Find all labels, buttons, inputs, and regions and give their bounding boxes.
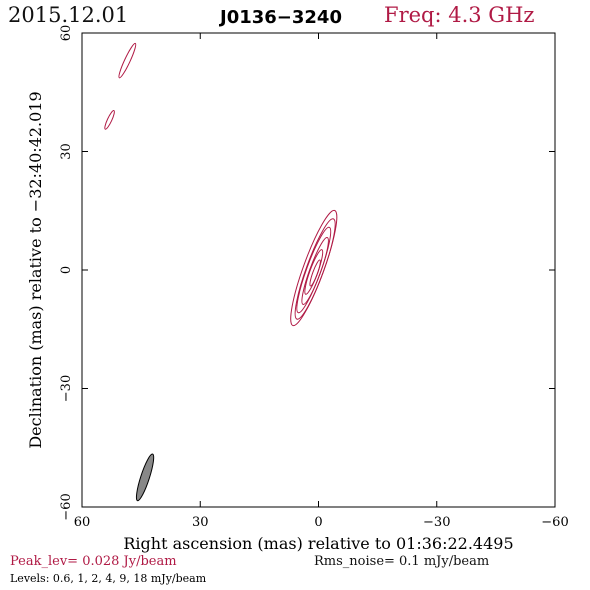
y-tick-label: 0 xyxy=(59,266,74,274)
y-tick-label: −60 xyxy=(59,493,74,520)
core-contour xyxy=(309,259,321,287)
frequency-label: Freq: 4.3 GHz xyxy=(384,3,535,27)
axis-tick-labels: 60 30 0 −30 −60 −60 −30 0 30 60 xyxy=(59,25,569,530)
axis-ticks xyxy=(81,32,556,508)
beam-group xyxy=(135,453,155,502)
core-contour xyxy=(301,237,329,305)
peak-level: Peak_lev= 0.028 Jy/beam xyxy=(10,554,177,569)
contour-levels: Levels: 0.6, 1, 2, 4, 9, 18 mJy/beam xyxy=(10,572,207,585)
y-tick-label: −30 xyxy=(59,375,74,402)
x-tick-label: 60 xyxy=(74,515,91,530)
x-tick-label: 30 xyxy=(192,515,209,530)
observation-date: 2015.12.01 xyxy=(8,3,129,27)
contour-group xyxy=(104,42,338,327)
beam-ellipse xyxy=(135,453,155,502)
source-name: J0136−3240 xyxy=(220,7,342,28)
core-contour xyxy=(294,218,336,320)
y-tick-label: 30 xyxy=(59,143,74,160)
x-tick-label: −60 xyxy=(541,515,568,530)
y-tick-label: 60 xyxy=(59,25,74,42)
outer-contour xyxy=(118,42,137,79)
x-tick-label: −30 xyxy=(423,515,450,530)
outer-contour xyxy=(104,110,115,130)
rms-noise: Rms_noise= 0.1 mJy/beam xyxy=(314,554,490,569)
y-axis-label: Declination (mas) relative to −32:40:42.… xyxy=(26,91,45,448)
x-tick-label: 0 xyxy=(314,515,322,530)
x-axis-label: Right ascension (mas) relative to 01:36:… xyxy=(123,534,513,553)
